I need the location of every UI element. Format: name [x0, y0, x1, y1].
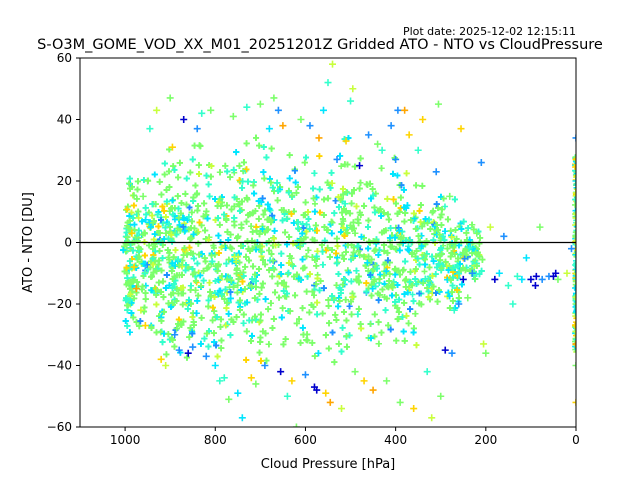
scatter-point	[409, 291, 416, 298]
chart-title: S-O3M_GOME_VOD_XX_M01_20251201Z Gridded …	[37, 37, 603, 53]
scatter-point	[338, 163, 345, 170]
scatter-point	[142, 282, 149, 289]
scatter-point	[311, 200, 318, 207]
scatter-point	[441, 203, 448, 210]
point-cloud	[120, 134, 576, 366]
scatter-point	[421, 268, 428, 275]
plot-date: Plot date: 2025-12-02 12:15:11	[403, 25, 576, 38]
